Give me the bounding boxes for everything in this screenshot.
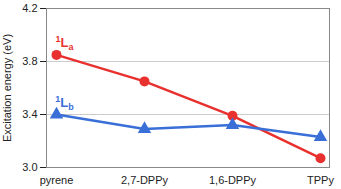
svg-text:4.2: 4.2: [22, 2, 37, 14]
svg-text:1La: 1La: [56, 34, 75, 52]
svg-text:pyrene: pyrene: [40, 174, 74, 186]
svg-text:Excitation energy (eV): Excitation energy (eV): [1, 34, 13, 142]
svg-text:1Lb: 1Lb: [55, 94, 74, 112]
svg-text:3.8: 3.8: [22, 55, 37, 67]
svg-text:3.4: 3.4: [22, 108, 37, 120]
svg-text:1,6-DPPy: 1,6-DPPy: [209, 174, 257, 186]
svg-text:TPPy: TPPy: [307, 174, 334, 186]
svg-text:3.0: 3.0: [22, 161, 37, 173]
svg-text:2,7-DPPy: 2,7-DPPy: [121, 174, 169, 186]
